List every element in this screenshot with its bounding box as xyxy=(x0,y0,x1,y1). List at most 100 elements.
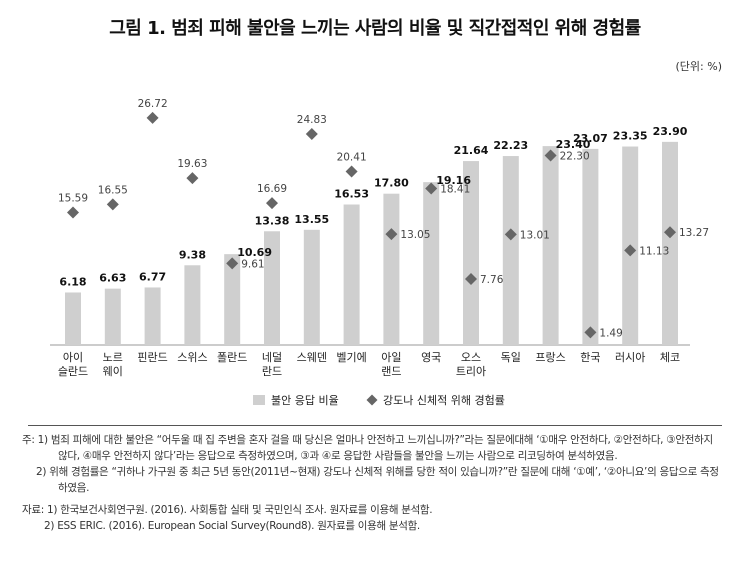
diamond-marker xyxy=(504,228,517,241)
x-tick-label: 한국 xyxy=(580,351,600,364)
x-tick-label: 랜드 xyxy=(381,365,401,378)
marker-value-label: 13.27 xyxy=(679,227,709,239)
note-1-line-1: 주: 1) 범죄 피해에 대한 불안은 “어두울 때 집 주변을 혼자 걸을 때… xyxy=(22,434,713,446)
x-tick-label: 네덜 xyxy=(262,351,282,364)
bar xyxy=(184,265,201,345)
diamond-marker xyxy=(67,206,79,219)
bar xyxy=(343,204,360,345)
footnotes: 주: 1) 범죄 피해에 대한 불안은 “어두울 때 집 주변을 혼자 걸을 때… xyxy=(22,432,732,534)
diamond-marker xyxy=(624,244,637,257)
x-tick-label: 란드 xyxy=(262,365,282,378)
legend: 불안 응답 비율 강도나 신체적 위해 경험률 xyxy=(253,393,505,407)
x-tick-label: 아일 xyxy=(381,350,401,364)
bar xyxy=(582,148,599,345)
diamond-marker xyxy=(664,226,676,239)
diamond-marker xyxy=(385,228,398,241)
marker-value-label: 13.05 xyxy=(400,229,430,241)
bar-value-label: 6.18 xyxy=(59,275,86,288)
marker-value-label: 16.69 xyxy=(257,183,287,195)
note-1-line-2: 않다, ④매우 안전하지 않다’라는 응답으로 측정하였으며, ③과 ④로 응답… xyxy=(58,450,618,462)
bar-value-label: 17.80 xyxy=(374,177,409,190)
marker-value-label: 18.41 xyxy=(440,184,470,196)
diamond-marker xyxy=(146,111,159,124)
bar-value-label: 16.53 xyxy=(334,187,369,200)
bar xyxy=(383,193,400,345)
bar xyxy=(463,161,479,345)
x-tick-label: 폴란드 xyxy=(217,351,247,364)
x-tick-label: 러시아 xyxy=(615,351,645,364)
note-2-line-1: 2) 위해 경험률은 “귀하나 가구원 중 최근 5년 동안(2011년~현재)… xyxy=(36,466,719,478)
x-tick-label: 핀란드 xyxy=(137,351,167,364)
x-tick-label: 벨기에 xyxy=(336,351,366,364)
bar xyxy=(104,288,121,345)
marker-value-label: 1.49 xyxy=(599,327,622,339)
x-tick-label: 스웨덴 xyxy=(297,351,327,364)
marker-value-label: 19.63 xyxy=(177,158,207,170)
bar-value-label: 19.16 xyxy=(436,174,471,187)
bar-value-label: 21.64 xyxy=(454,144,489,157)
x-tick-label: 체코 xyxy=(660,351,680,364)
source-2: 2) ESS ERIC. (2016). European Social Sur… xyxy=(44,520,420,532)
chart: 6.18 15.59 6.63 16.55 6.77 26.72 9.38 19.63 10.6… xyxy=(50,98,709,407)
bar-value-label: 9.38 xyxy=(179,248,206,261)
bar xyxy=(144,287,161,345)
bar xyxy=(264,231,280,345)
marker-value-label: 24.83 xyxy=(297,114,327,126)
marker-value-label: 15.59 xyxy=(58,192,88,204)
bar xyxy=(224,254,241,345)
page-title: 그림 1. 범죄 피해 불안을 느끼는 사람의 비율 및 직간접적인 위해 경험… xyxy=(109,18,641,39)
bar xyxy=(542,146,559,345)
x-tick-label: 웨이 xyxy=(103,365,123,378)
marker-value-label: 11.13 xyxy=(639,245,669,257)
marker-value-label: 26.72 xyxy=(138,98,168,110)
bar-value-label: 22.23 xyxy=(493,139,528,152)
bar xyxy=(65,292,81,345)
x-tick-label: 트리아 xyxy=(456,365,486,378)
diamond-marker xyxy=(425,182,438,195)
bar-value-label: 13.55 xyxy=(294,213,329,226)
x-tick-label: 오스 xyxy=(461,351,481,364)
bar xyxy=(303,229,320,345)
bar-value-label: 6.77 xyxy=(139,270,166,283)
unit-label: (단위: %) xyxy=(675,60,722,73)
x-tick-label: 프랑스 xyxy=(535,351,565,364)
diamond-marker xyxy=(544,149,557,162)
note-2-line-2: 하였음. xyxy=(58,482,90,494)
bar-value-label: 6.63 xyxy=(99,272,126,285)
legend-diamond-swatch xyxy=(366,394,378,406)
bar xyxy=(423,182,440,345)
marker-value-label: 13.01 xyxy=(520,229,550,241)
marker-value-label: 16.55 xyxy=(98,184,128,196)
x-tick-label: 슬란드 xyxy=(58,365,88,378)
marker-value-label: 7.76 xyxy=(480,274,504,286)
bar-value-label: 23.40 xyxy=(556,138,591,151)
bar xyxy=(502,156,519,345)
x-tick-label: 스위스 xyxy=(177,351,207,364)
bar-value-label: 23.35 xyxy=(613,130,648,143)
bar-value-label: 23.07 xyxy=(573,132,608,145)
legend-marker-label: 강도나 신체적 위해 경험률 xyxy=(383,393,505,407)
x-tick-label: 독일 xyxy=(501,350,521,364)
diamond-marker xyxy=(465,273,477,286)
diamond-marker xyxy=(345,165,358,178)
diamond-marker xyxy=(266,197,278,210)
marker-value-label: 20.41 xyxy=(337,152,367,164)
diamond-marker xyxy=(305,127,318,140)
bar-value-label: 23.90 xyxy=(653,125,688,138)
bar-value-label: 10.69 xyxy=(237,246,272,259)
diamond-marker xyxy=(106,198,119,211)
legend-bar-swatch xyxy=(253,395,265,405)
diamond-marker xyxy=(584,326,597,339)
marker-value-label: 22.30 xyxy=(560,150,590,162)
x-tick-label: 아이 xyxy=(63,351,83,364)
marker-value-label: 9.61 xyxy=(241,258,264,270)
x-tick-label: 노르 xyxy=(103,351,123,364)
divider-line xyxy=(28,425,722,426)
bar-value-label: 13.38 xyxy=(255,214,290,227)
diamond-marker xyxy=(186,172,199,185)
legend-bar-label: 불안 응답 비율 xyxy=(271,394,339,407)
bar xyxy=(662,141,678,345)
source-1: 자료: 1) 한국보건사회연구원. (2016). 사회통합 실태 및 국민인식… xyxy=(22,504,433,516)
x-tick-label: 영국 xyxy=(421,351,441,364)
diamond-marker xyxy=(226,257,239,270)
